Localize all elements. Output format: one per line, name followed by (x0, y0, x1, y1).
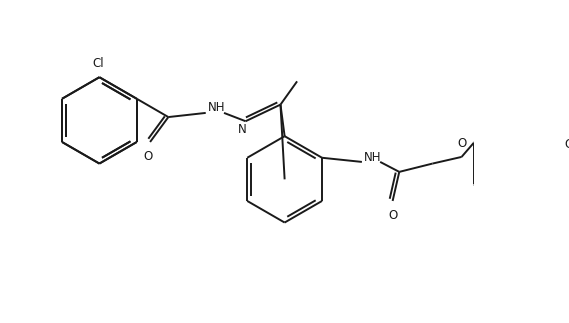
Text: O: O (458, 137, 467, 150)
Text: Cl: Cl (92, 57, 104, 70)
Text: N: N (238, 123, 246, 136)
Text: O: O (144, 150, 153, 163)
Text: O: O (388, 209, 397, 222)
Text: Cl: Cl (564, 138, 569, 151)
Text: NH: NH (207, 100, 225, 114)
Text: NH: NH (364, 151, 381, 164)
